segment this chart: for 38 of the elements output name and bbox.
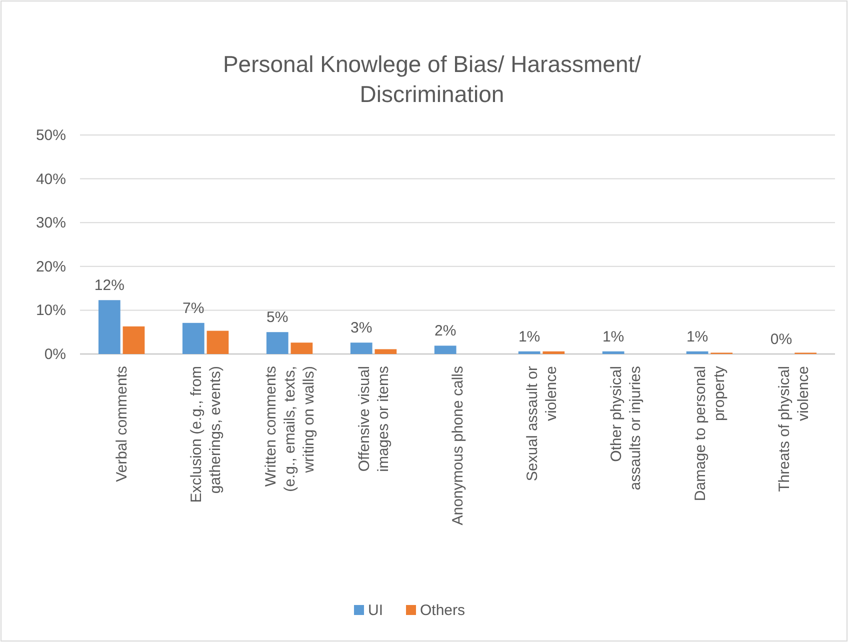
bar — [266, 332, 288, 354]
y-tick-label: 40% — [36, 170, 66, 188]
bar — [182, 322, 204, 354]
data-label: 7% — [182, 300, 204, 317]
bar — [434, 346, 456, 354]
y-tick-label: 50% — [36, 127, 66, 144]
y-tick-label: 10% — [36, 302, 66, 320]
bar — [290, 342, 313, 354]
x-tick-label: Written comments (e.g., emails, texts, writing on walls) — [262, 366, 318, 492]
legend-label: Others — [420, 602, 466, 619]
bar — [602, 351, 624, 354]
x-tick-label: Sexual assault or violence — [524, 366, 560, 482]
x-tick-label: Verbal comments — [114, 366, 131, 482]
y-tick-label: 20% — [36, 258, 66, 276]
bar — [98, 300, 120, 354]
y-tick-label: 0% — [44, 346, 66, 363]
bar — [374, 349, 397, 354]
chart-title: Personal Knowlege of Bias/ Harassment/ Discrimination — [222, 51, 642, 107]
legend-label: UI — [368, 602, 383, 619]
x-tick-label: Threats of physical violence — [776, 366, 812, 492]
data-label: 1% — [686, 328, 708, 346]
data-label: 0% — [770, 331, 792, 348]
x-tick-label: Damage to personal property — [692, 366, 728, 502]
data-label: 2% — [434, 322, 456, 340]
x-tick-label: Exclusion (e.g., from gatherings, events) — [188, 366, 224, 503]
data-label: 1% — [602, 328, 624, 346]
x-tick-label: Anonymous phone calls — [450, 366, 466, 526]
data-label: 12% — [94, 277, 124, 294]
data-label: 3% — [350, 320, 372, 337]
y-tick-label: 30% — [36, 214, 66, 232]
bar — [122, 326, 145, 354]
data-label: 5% — [266, 309, 288, 326]
bar — [542, 351, 565, 354]
bar — [518, 351, 540, 354]
bar — [206, 330, 229, 354]
data-label: 1% — [518, 328, 540, 346]
bar — [350, 342, 372, 354]
bar — [686, 351, 708, 354]
